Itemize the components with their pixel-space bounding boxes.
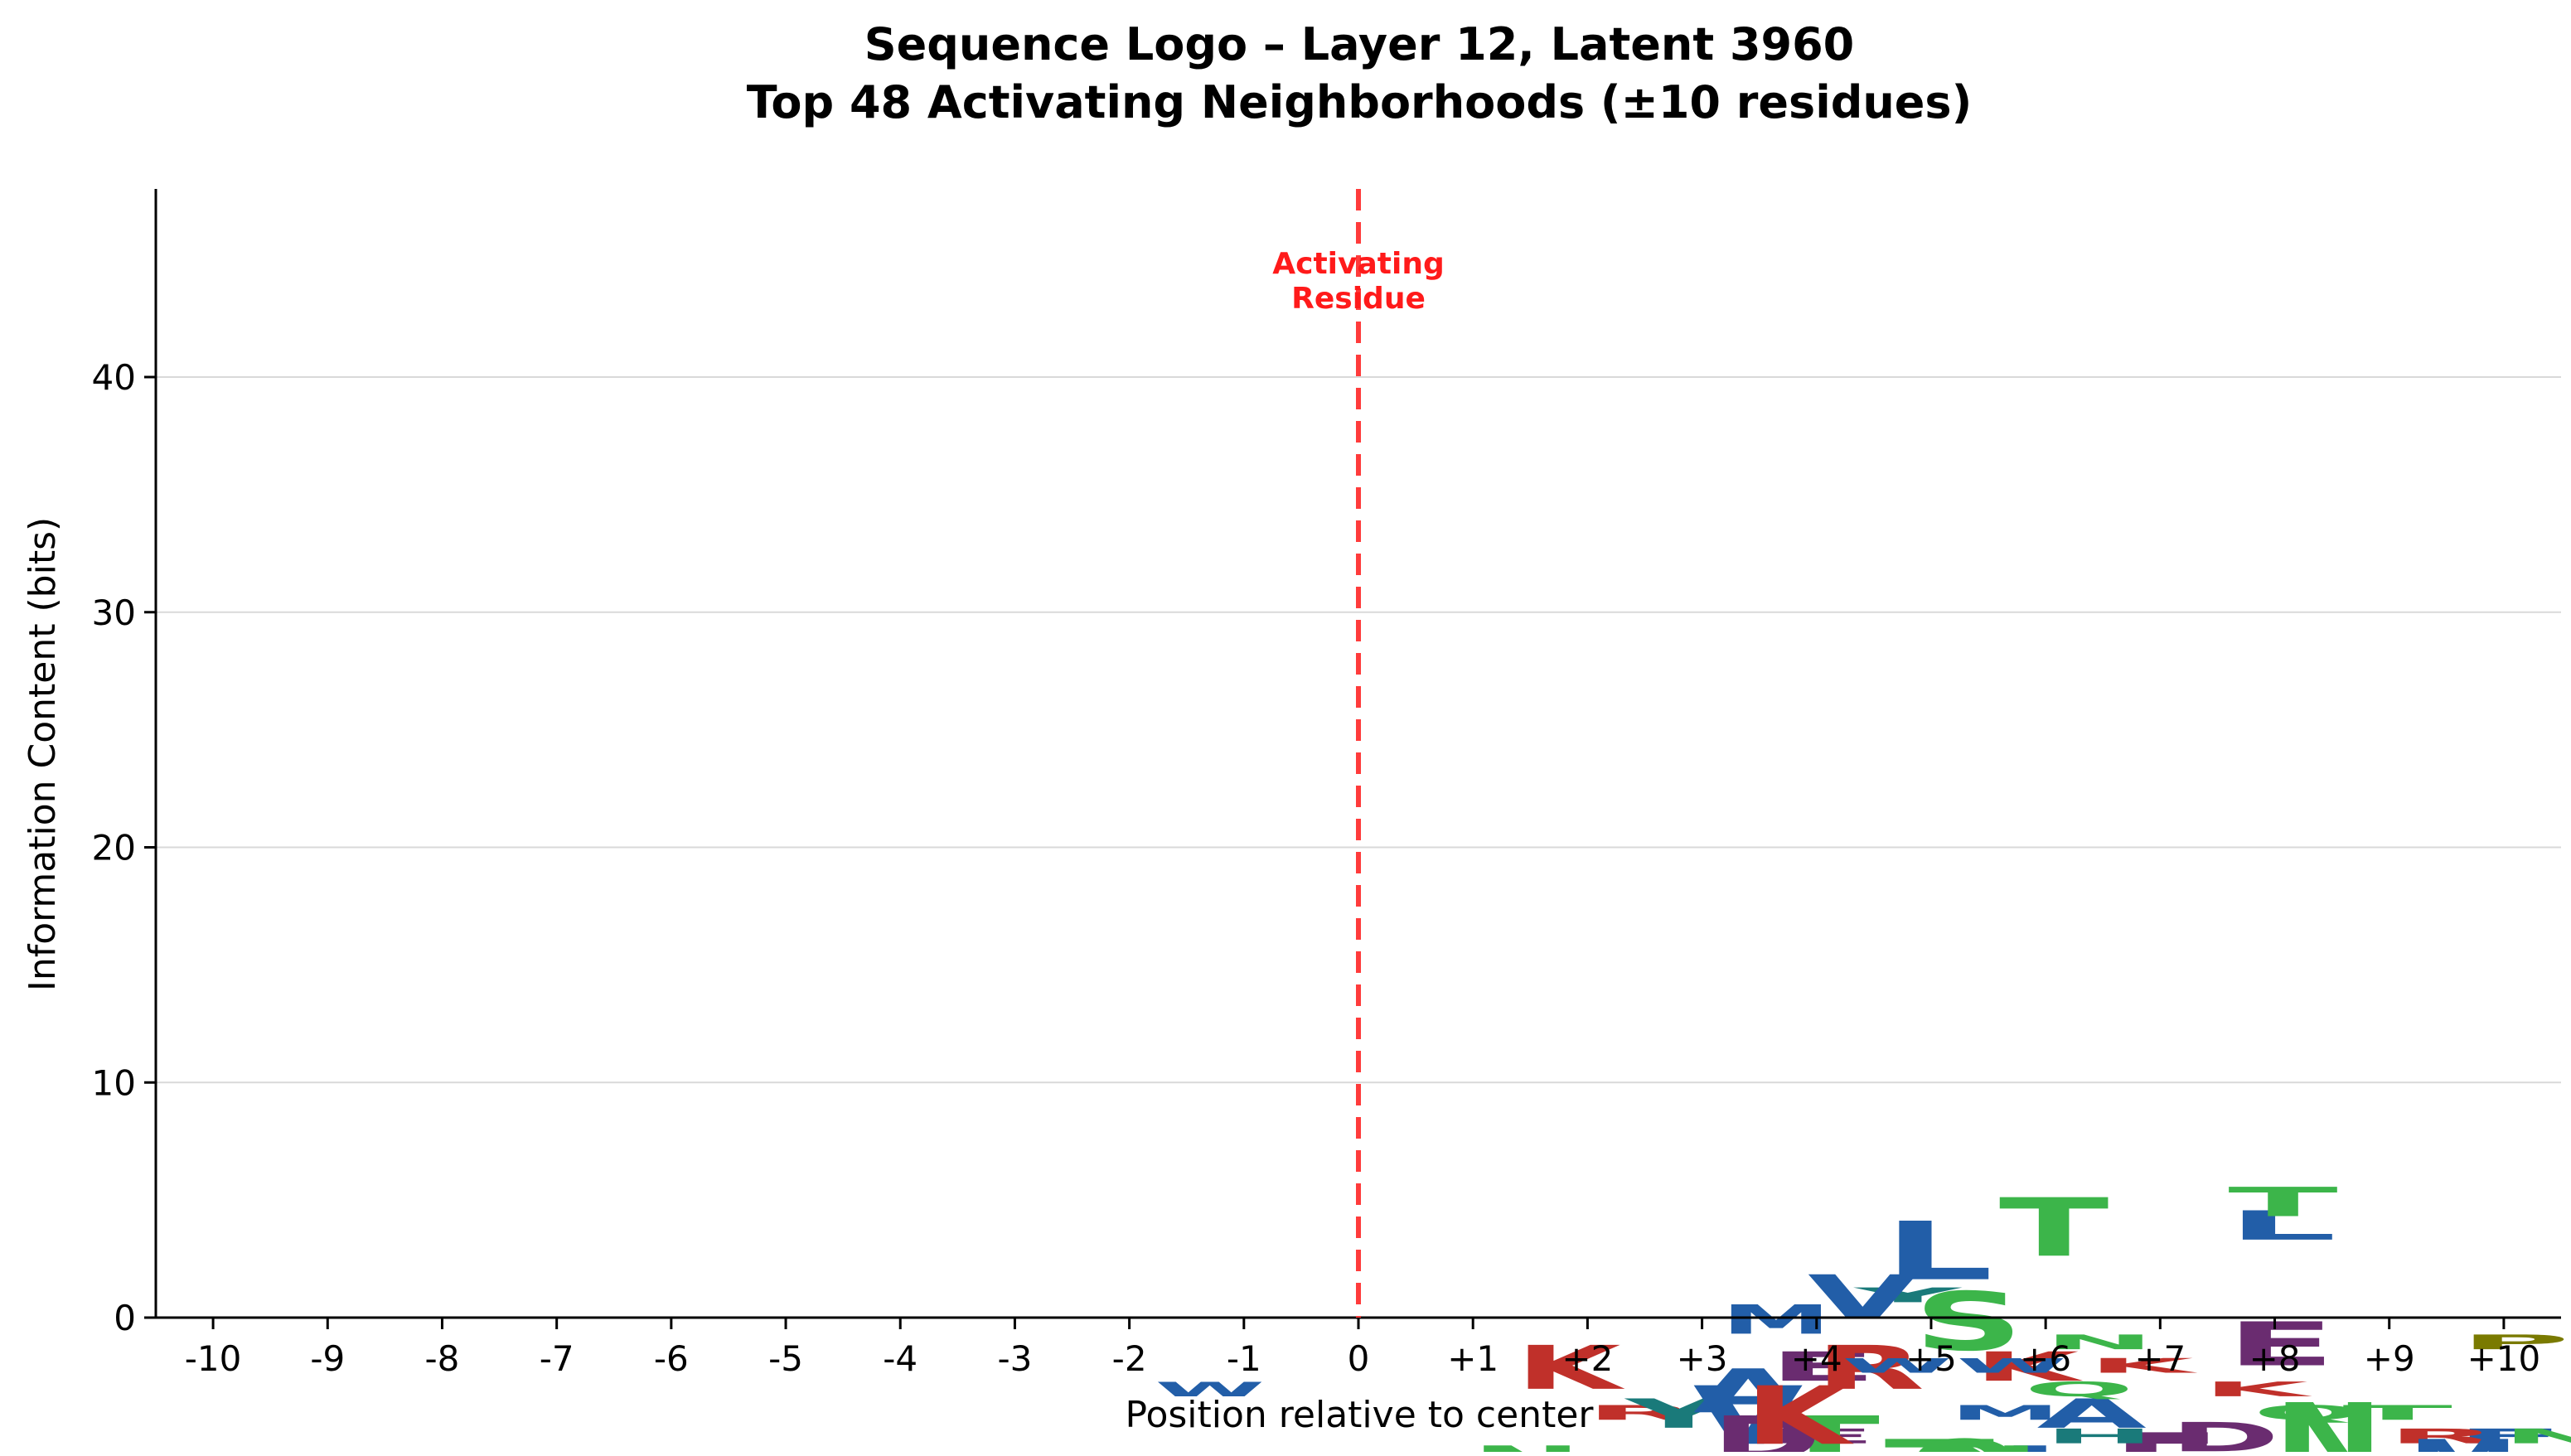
- logo-letter-Q: Q: [2254, 1401, 2364, 1425]
- x-tick-label: -3: [997, 1338, 1032, 1379]
- logo-letter-V: V: [1693, 1369, 1804, 1452]
- x-tick-label: -9: [310, 1338, 345, 1379]
- logo-letter-E: E: [2111, 1417, 2221, 1452]
- y-tick-label: 40: [92, 357, 136, 398]
- logo-letter-N: N: [1586, 1448, 1697, 1452]
- logo-letter-T: T: [1885, 1427, 1995, 1452]
- logo-letter-T: T: [1770, 1404, 1880, 1452]
- logo-letter-T: T: [2342, 1401, 2452, 1425]
- logo-letter-T: T: [2228, 1179, 2338, 1226]
- logo-letter-N: N: [2502, 1425, 2571, 1448]
- logo-letter-A: A: [1693, 1357, 1804, 1427]
- logo-letter-M: M: [2179, 1448, 2289, 1452]
- logo-letter-W: W: [1155, 1377, 1265, 1400]
- gridlines: [156, 376, 2561, 1084]
- y-tick-label: 20: [92, 828, 136, 868]
- logo-letter-V: V: [1808, 1263, 1918, 1333]
- x-tick-label: -6: [654, 1338, 689, 1379]
- x-tick-label: -10: [185, 1338, 242, 1379]
- y-axis-label: Information Content (bits): [22, 517, 64, 991]
- x-tick-label: +3: [1677, 1338, 1728, 1379]
- x-tick-label: +4: [1791, 1338, 1842, 1379]
- x-tick-label: -2: [1112, 1338, 1147, 1379]
- logo-letter-R: R: [1586, 1401, 1696, 1425]
- x-tick-label: -5: [768, 1338, 803, 1379]
- chart-subtitle: Top 48 Activating Neighborhoods (±10 res…: [747, 76, 1973, 128]
- logo-letter-L: L: [1997, 1438, 2108, 1452]
- logo-letter-L: L: [1883, 1205, 1993, 1299]
- logo-letter-W: W: [1957, 1354, 2067, 1377]
- logo-letter-K: K: [1516, 1333, 1626, 1403]
- x-tick-label: +9: [2364, 1338, 2415, 1379]
- y-tick-label: 30: [92, 593, 136, 633]
- logo-letter-R: R: [1815, 1333, 1925, 1404]
- x-tick-label: +2: [1561, 1338, 1613, 1379]
- logo-letter-Q: Q: [1910, 1427, 2020, 1452]
- x-axis-label: Position relative to center: [1126, 1394, 1595, 1436]
- activating-residue-annotation: Activating Residue: [1272, 189, 1445, 1318]
- logo-letter-H: H: [2045, 1425, 2155, 1448]
- logo-letter-P: P: [2460, 1331, 2570, 1354]
- annotation-line2: Residue: [1291, 282, 1426, 316]
- logo-stacks: ADSERWMQNYEGTKPTLVYCNRQPLEDTASVKGCNALGYM…: [1155, 1179, 2571, 1456]
- logo-letter-K: K: [2089, 1354, 2199, 1377]
- logo-letter-W: W: [1842, 1354, 1953, 1377]
- logo-letter-K: K: [2203, 1377, 2313, 1400]
- x-tick-label: +1: [1447, 1338, 1499, 1379]
- logo-letter-L: L: [2227, 1202, 2337, 1249]
- logo-letter-R: R: [2388, 1425, 2498, 1448]
- logo-letter-Y: Y: [1852, 1284, 1963, 1307]
- annotation-line1: Activating: [1272, 247, 1444, 281]
- x-tick-label: +7: [2134, 1338, 2186, 1379]
- y-tick-label: 0: [114, 1298, 136, 1338]
- y-tick-label: 10: [92, 1062, 136, 1103]
- logo-letter-E: E: [1768, 1425, 1878, 1448]
- x-tick-label: -4: [883, 1338, 918, 1379]
- logo-letter-K: K: [1745, 1369, 1855, 1452]
- logo-letter-K: K: [1973, 1344, 2084, 1391]
- x-tick-label: +8: [2249, 1338, 2301, 1379]
- chart-title: Sequence Logo – Layer 12, Latent 3960: [864, 18, 1855, 70]
- logo-letter-M: M: [1950, 1401, 2060, 1425]
- x-tick-label: -8: [425, 1338, 460, 1379]
- logo-letter-Q: Q: [2024, 1377, 2134, 1400]
- x-tick-label: -7: [540, 1338, 574, 1379]
- logo-letter-T: T: [1999, 1182, 2109, 1275]
- logo-letter-F: F: [2455, 1425, 2565, 1448]
- x-tick-label: +5: [1905, 1338, 1957, 1379]
- logo-letter-N: N: [1472, 1438, 1582, 1452]
- x-tick-label: 0: [1348, 1338, 1370, 1379]
- logo-letter-E: E: [2226, 1309, 2336, 1380]
- logo-letter-A: A: [2036, 1391, 2147, 1438]
- logo-letter-E: E: [1768, 1344, 1878, 1391]
- logo-letter-M: M: [1721, 1296, 1832, 1343]
- logo-letter-N: N: [2045, 1331, 2155, 1354]
- x-tick-label: -1: [1227, 1338, 1261, 1379]
- x-tick-label: +6: [2020, 1338, 2071, 1379]
- logo-letter-Y: Y: [1624, 1391, 1735, 1437]
- logo-letter-M: M: [2409, 1427, 2519, 1452]
- logo-letter-D: D: [2170, 1414, 2280, 1452]
- logo-letter-N: N: [1929, 1438, 2040, 1452]
- x-tick-label: +10: [2467, 1338, 2541, 1379]
- axes: [144, 189, 2561, 1329]
- logo-letter-D: D: [1712, 1404, 1822, 1452]
- logo-letter-N: N: [2273, 1383, 2384, 1452]
